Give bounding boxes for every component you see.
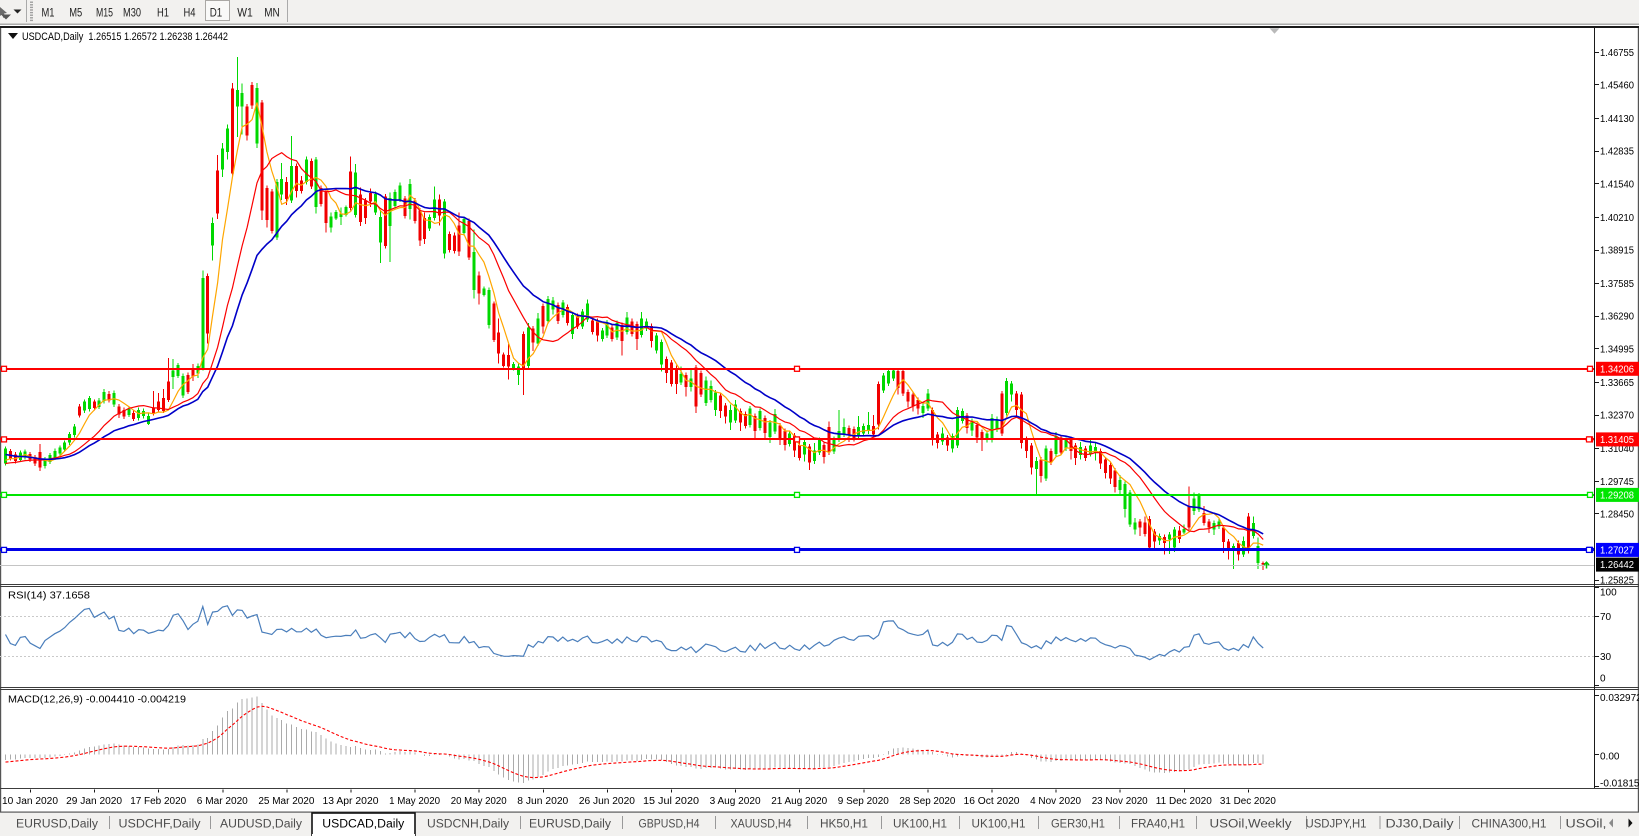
svg-text:USDCHF,Daily: USDCHF,Daily [119,819,201,831]
svg-text:M5: M5 [69,6,82,20]
svg-text:1.34206: 1.34206 [1600,364,1634,375]
svg-text:USOil,Weekly: USOil,Weekly [1210,819,1292,831]
svg-text:8 Jun 2020: 8 Jun 2020 [517,796,568,807]
svg-text:EURUSD,Daily: EURUSD,Daily [529,819,611,831]
svg-text:23 Nov 2020: 23 Nov 2020 [1092,796,1148,807]
svg-text:CHINA300,H1: CHINA300,H1 [1472,819,1547,831]
svg-text:FRA40,H1: FRA40,H1 [1131,819,1185,831]
svg-text:RSI(14) 37.1658: RSI(14) 37.1658 [8,590,90,602]
svg-text:1.25825: 1.25825 [1600,576,1634,587]
svg-text:1.29745: 1.29745 [1600,477,1634,488]
svg-text:1.27027: 1.27027 [1600,545,1634,556]
svg-text:25 Mar 2020: 25 Mar 2020 [258,796,314,807]
svg-text:XAUUSD,H4: XAUUSD,H4 [731,819,793,831]
svg-text:USDJPY,H1: USDJPY,H1 [1306,819,1367,831]
svg-text:21 Aug 2020: 21 Aug 2020 [771,796,827,807]
svg-text:1.41540: 1.41540 [1600,179,1634,190]
svg-text:USDCAD,Daily 1.26515 1.26572: USDCAD,Daily 1.26515 1.26572 1.26238 1.2… [22,31,228,43]
svg-text:20 May 2020: 20 May 2020 [451,796,507,807]
svg-text:MN: MN [264,6,280,20]
svg-text:10 Jan 2020: 10 Jan 2020 [2,796,58,807]
svg-text:EURUSD,Daily: EURUSD,Daily [16,819,98,831]
svg-text:USDCAD,Daily: USDCAD,Daily [322,819,404,831]
svg-text:11 Dec 2020: 11 Dec 2020 [1156,796,1212,807]
svg-text:16 Oct 2020: 16 Oct 2020 [964,796,1020,807]
svg-text:1.31405: 1.31405 [1600,435,1634,446]
svg-text:1.32370: 1.32370 [1600,411,1634,422]
svg-text:1.33665: 1.33665 [1600,378,1634,389]
svg-text:M1: M1 [42,6,55,20]
svg-text:1.31040: 1.31040 [1600,444,1634,455]
svg-text:UK100,H1: UK100,H1 [893,819,947,831]
svg-text:1.37585: 1.37585 [1600,279,1634,290]
svg-text:17 Feb 2020: 17 Feb 2020 [130,796,186,807]
svg-text:3 Aug 2020: 3 Aug 2020 [710,796,761,807]
svg-text:0: 0 [1600,674,1606,685]
svg-text:W1: W1 [237,6,253,20]
svg-text:USOil,: USOil, [1566,819,1607,831]
svg-text:AUDUSD,Daily: AUDUSD,Daily [220,819,302,831]
svg-text:M15: M15 [96,6,113,20]
svg-text:MACD(12,26,9) -0.004410 -0.004: MACD(12,26,9) -0.004410 -0.004219 [8,694,186,706]
svg-text:1 May 2020: 1 May 2020 [389,796,440,807]
svg-text:1.29208: 1.29208 [1600,490,1634,501]
svg-text:6 Mar 2020: 6 Mar 2020 [197,796,248,807]
svg-text:1.26442: 1.26442 [1600,560,1634,571]
svg-text:1.28450: 1.28450 [1600,510,1634,521]
svg-text:31 Dec 2020: 31 Dec 2020 [1220,796,1276,807]
svg-text:-0.018154: -0.018154 [1600,779,1639,790]
svg-text:DJ30,Daily: DJ30,Daily [1386,819,1454,831]
svg-text:100: 100 [1600,588,1617,599]
svg-text:1.42835: 1.42835 [1600,147,1634,158]
svg-text:4 Nov 2020: 4 Nov 2020 [1030,796,1081,807]
svg-text:D1: D1 [210,6,223,20]
svg-text:15 Jul 2020: 15 Jul 2020 [643,796,699,807]
svg-text:1.40210: 1.40210 [1600,213,1634,224]
svg-text:1.45460: 1.45460 [1600,80,1634,91]
svg-text:H1: H1 [157,6,169,20]
svg-text:9 Sep 2020: 9 Sep 2020 [838,796,889,807]
svg-text:1.36290: 1.36290 [1600,312,1634,323]
svg-text:H4: H4 [184,6,196,20]
svg-text:GER30,H1: GER30,H1 [1051,819,1105,831]
svg-text:26 Jun 2020: 26 Jun 2020 [579,796,635,807]
svg-text:1.38915: 1.38915 [1600,246,1634,257]
svg-text:13 Apr 2020: 13 Apr 2020 [323,796,379,807]
svg-text:GBPUSD,H4: GBPUSD,H4 [639,819,701,831]
svg-text:70: 70 [1600,612,1612,623]
svg-text:HK50,H1: HK50,H1 [820,819,868,831]
svg-text:USDCNH,Daily: USDCNH,Daily [427,819,509,831]
svg-text:1.44130: 1.44130 [1600,114,1634,125]
svg-text:0.032972: 0.032972 [1600,693,1639,704]
svg-text:UK100,H1: UK100,H1 [972,819,1026,831]
svg-text:28 Sep 2020: 28 Sep 2020 [899,796,955,807]
svg-text:1.46755: 1.46755 [1600,48,1634,59]
svg-text:30: 30 [1600,652,1612,663]
svg-text:M30: M30 [123,6,141,20]
svg-text:1.34995: 1.34995 [1600,344,1634,355]
svg-text:0.00: 0.00 [1600,752,1620,763]
svg-text:29 Jan 2020: 29 Jan 2020 [66,796,122,807]
